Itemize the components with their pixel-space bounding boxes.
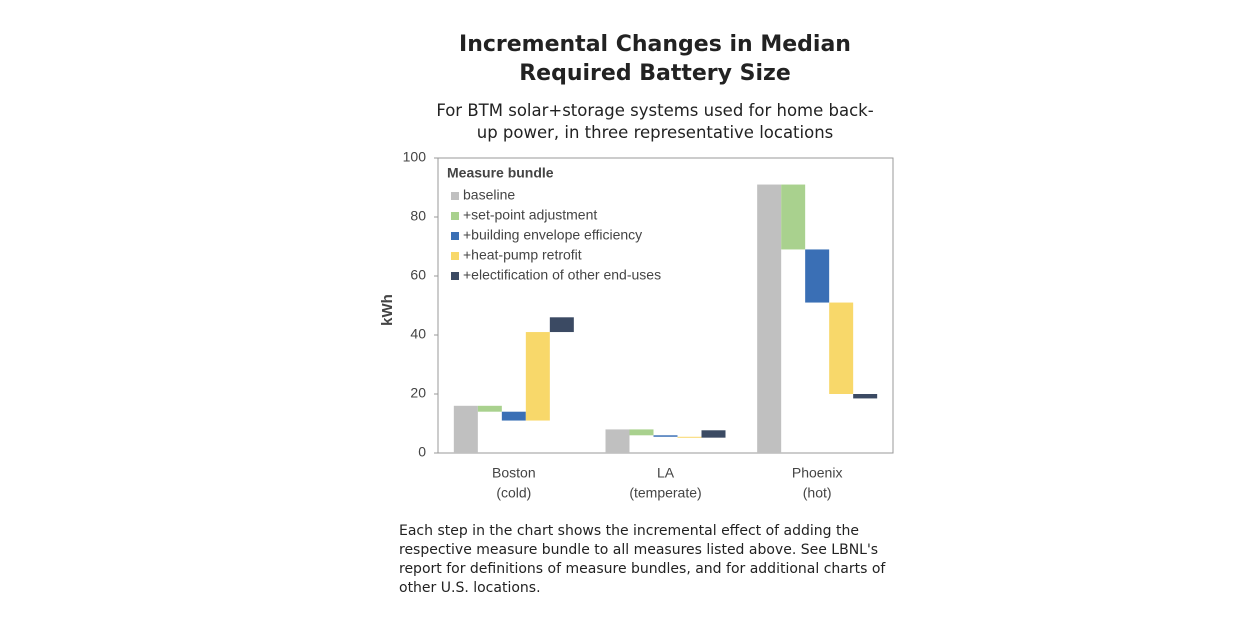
y-tick-label: 100 xyxy=(403,149,427,165)
legend-swatch xyxy=(451,232,459,240)
chart-note: Each step in the chart shows the increme… xyxy=(399,523,886,596)
y-tick-label: 60 xyxy=(410,267,426,283)
legend-swatch xyxy=(451,252,459,260)
bar-segment xyxy=(757,184,782,454)
bar-segment xyxy=(453,405,478,453)
x-tick-note: (cold) xyxy=(496,485,531,501)
legend-label: +building envelope efficiency xyxy=(463,227,642,243)
x-tick-note: (temperate) xyxy=(629,485,701,501)
y-tick-label: 40 xyxy=(410,326,426,342)
chart-title: Incremental Changes in Median Required B… xyxy=(459,32,851,86)
legend-title: Measure bundle xyxy=(447,165,554,181)
bar-segment xyxy=(477,405,502,412)
bar-segment xyxy=(605,429,630,453)
y-tick-label: 0 xyxy=(418,444,426,460)
plot-frame xyxy=(437,157,894,454)
legend-swatch xyxy=(451,192,459,200)
bar-segment xyxy=(549,317,574,333)
bar-segment xyxy=(781,184,806,250)
bar-segment xyxy=(829,302,854,394)
chart-subtitle: For BTM solar+storage systems used for h… xyxy=(436,101,874,142)
bar-segment xyxy=(525,332,550,421)
bar-segment xyxy=(853,394,878,399)
bar-segment xyxy=(629,429,654,436)
bar-segment xyxy=(677,436,702,438)
x-tick-label: LA xyxy=(657,465,675,481)
legend-swatch xyxy=(451,272,459,280)
bar-segment xyxy=(653,435,678,437)
legend-label: baseline xyxy=(463,187,515,203)
bar-segment xyxy=(501,411,526,421)
x-tick-label: Phoenix xyxy=(792,465,843,481)
bar-segment xyxy=(701,430,726,438)
x-tick-label: Boston xyxy=(492,465,536,481)
legend-swatch xyxy=(451,212,459,220)
y-tick-label: 80 xyxy=(410,208,426,224)
legend-label: +electification of other end-uses xyxy=(463,267,661,283)
y-axis-label: kWh xyxy=(379,294,396,326)
x-tick-note: (hot) xyxy=(803,485,832,501)
legend-label: +set-point adjustment xyxy=(463,207,597,223)
y-tick-label: 20 xyxy=(410,385,426,401)
bar-segment xyxy=(805,249,830,303)
legend-label: +heat-pump retrofit xyxy=(463,247,582,263)
